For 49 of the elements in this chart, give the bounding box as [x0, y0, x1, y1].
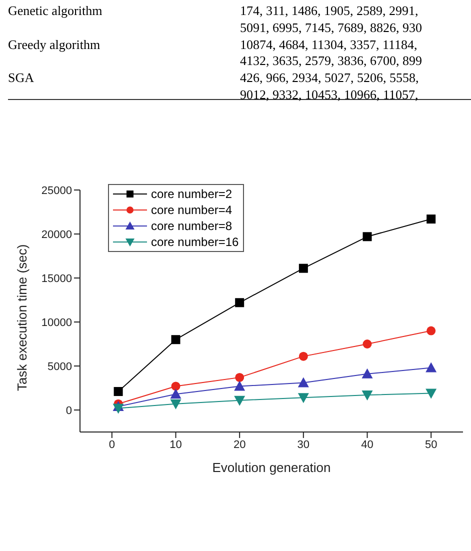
point — [170, 388, 182, 399]
text: 9012, 9332, 10453, 10966, 11057, — [240, 87, 418, 103]
x-axis-title: Evolution generation — [212, 460, 331, 475]
text: SGA — [8, 70, 34, 86]
point — [426, 388, 437, 399]
y-tick-label: 0 — [66, 404, 72, 417]
text: Genetic algorithm — [8, 3, 102, 19]
point — [235, 298, 244, 308]
y-tick-label: 10000 — [41, 316, 72, 329]
point — [362, 368, 373, 378]
legend-label: core number=4 — [151, 202, 232, 218]
point — [362, 390, 373, 401]
legend-label: core number=16 — [151, 234, 239, 250]
x-tick-label: 50 — [424, 438, 438, 451]
text: 174, 311, 1486, 1905, 2589, 2991, — [240, 3, 418, 19]
point — [171, 382, 180, 391]
y-tick-label: 5000 — [48, 360, 72, 373]
point — [426, 326, 436, 336]
x-tick-label: 10 — [170, 438, 182, 451]
point — [298, 393, 309, 404]
point — [362, 340, 372, 348]
legend-label: core number=8 — [151, 218, 232, 234]
y-tick-label: 25000 — [41, 184, 72, 197]
x-tick-label: 0 — [108, 438, 115, 451]
y-tick-label: 20000 — [41, 228, 72, 241]
legend-label: core number=2 — [151, 186, 232, 202]
point — [171, 335, 180, 344]
text: 10874, 4684, 11304, 3357, 11184, — [240, 36, 418, 53]
point — [234, 380, 246, 391]
point — [298, 352, 308, 361]
text: 426, 966, 2934, 5027, 5206, 5558, — [240, 70, 419, 86]
text: 5091, 6995, 7145, 7689, 8826, 930 — [240, 20, 422, 36]
x-tick-label: 30 — [297, 438, 310, 451]
y-tick-label: 15000 — [41, 272, 72, 285]
point — [234, 396, 246, 406]
x-tick-label: 40 — [361, 438, 374, 451]
text: 4132, 3635, 2579, 3836, 6700, 899 — [240, 53, 422, 70]
point — [298, 377, 309, 388]
point — [298, 264, 308, 273]
point — [426, 214, 436, 224]
point — [235, 372, 244, 382]
point — [114, 387, 123, 396]
text: Greedy algorithm — [8, 36, 100, 53]
point — [426, 362, 437, 372]
y-axis-title: Task execution time (sec) — [14, 244, 30, 391]
point — [112, 404, 124, 414]
point — [362, 232, 372, 242]
point — [170, 399, 182, 410]
x-tick-label: 20 — [233, 438, 246, 451]
